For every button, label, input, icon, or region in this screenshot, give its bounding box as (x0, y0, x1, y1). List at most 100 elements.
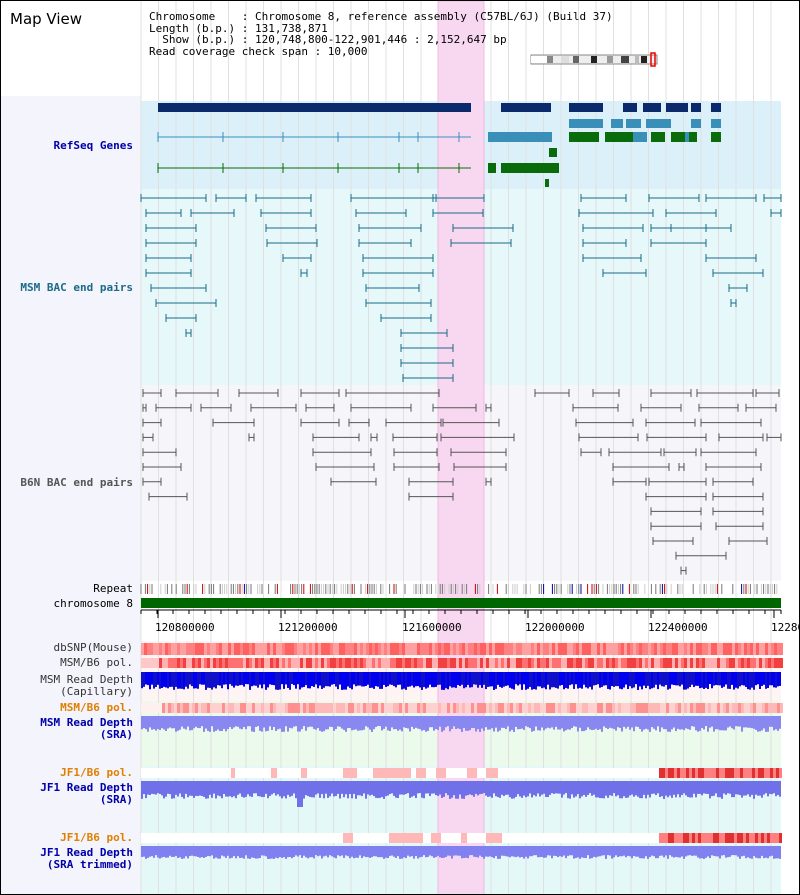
msm-sra-depth (377, 716, 379, 727)
msm-capillary-depth (393, 672, 395, 687)
msm-sra-depth (293, 716, 295, 727)
msm-capillary-depth (759, 672, 761, 689)
msm-b6-pol-heat (234, 658, 237, 668)
jf1-sra-depth (247, 781, 249, 795)
jf1-sra-depth (497, 781, 499, 798)
jf1-sra-depth (471, 781, 473, 796)
track-label-repeat[interactable]: Repeat (93, 582, 133, 595)
jf1-trimmed-depth (345, 846, 347, 856)
jf1-sra-depth (335, 781, 337, 797)
msm-capillary-depth (665, 672, 667, 685)
jf1-sra-depth (735, 781, 737, 795)
dbsnp-heat (606, 643, 609, 655)
msm-sra-depth (273, 716, 275, 727)
track-label-msm-depth-capillary[interactable]: MSM Read Depth (Capillary) (40, 674, 133, 698)
msm-capillary-depth (275, 672, 277, 690)
msm-b6-pol-sra-heat (315, 703, 318, 713)
msm-sra-depth (437, 716, 439, 730)
jf1-trimmed-depth (517, 846, 519, 857)
msm-sra-depth (605, 716, 607, 728)
jf1-trimmed-depth (755, 846, 757, 858)
jf1-sra-depth (327, 781, 329, 798)
msm-b6-pol-heat (615, 658, 618, 668)
msm-capillary-depth (651, 672, 653, 689)
jf1-sra-depth (349, 781, 351, 795)
jf1-sra-depth (287, 781, 289, 795)
msm-sra-depth (697, 716, 699, 732)
jf1-sra-depth (301, 781, 303, 807)
track-label-jf1-b6-pol[interactable]: JF1/B6 pol. (60, 766, 133, 779)
jf1-sra-depth (605, 781, 607, 796)
dbsnp-heat (705, 643, 708, 655)
msm-sra-depth (639, 716, 641, 729)
dbsnp-heat (174, 643, 177, 655)
msm-b6-pol-sra-heat (732, 703, 735, 713)
msm-capillary-depth (585, 672, 587, 688)
jf1-sra-depth (329, 781, 331, 797)
msm-capillary-depth (293, 672, 295, 686)
dbsnp-heat (504, 643, 507, 655)
msm-b6-pol-sra-heat (666, 703, 669, 713)
msm-sra-depth (773, 716, 775, 731)
msm-sra-depth (411, 716, 413, 727)
track-label-chromosome[interactable]: chromosome 8 (53, 597, 133, 610)
msm-sra-depth (219, 716, 221, 732)
msm-sra-depth (369, 716, 371, 730)
msm-b6-pol-sra-heat (552, 703, 555, 713)
dbsnp-heat (531, 643, 534, 655)
jf1-sra-depth (493, 781, 495, 794)
msm-b6-pol-heat (726, 658, 729, 668)
msm-b6-pol-heat (768, 658, 771, 668)
msm-b6-pol-sra-heat (165, 703, 168, 713)
msm-b6-pol-sra-heat (387, 703, 390, 713)
msm-b6-pol-sra-heat (651, 703, 654, 713)
track-label-refseq[interactable]: RefSeq Genes (53, 139, 133, 152)
track-label-msm-bac[interactable]: MSM BAC end pairs (20, 281, 133, 294)
dbsnp-heat (144, 643, 147, 655)
track-label-jf1-depth-trimmed[interactable]: JF1 Read Depth (SRA trimmed) (40, 847, 133, 871)
msm-capillary-depth (627, 672, 629, 690)
msm-sra-depth (603, 716, 605, 727)
jf1-sra-depth (757, 781, 759, 796)
msm-b6-pol-sra-heat (774, 703, 777, 713)
jf1-trimmed-depth (227, 846, 229, 856)
jf1-sra-depth (687, 781, 689, 797)
jf1-trimmed-depth (331, 846, 333, 857)
dbsnp-heat (303, 643, 306, 655)
msm-capillary-depth (587, 672, 589, 689)
msm-b6-pol-heat (372, 658, 375, 668)
jf1-sra-depth (221, 781, 223, 799)
jf1-trimmed-depth (505, 846, 507, 857)
msm-capillary-depth (777, 672, 779, 687)
msm-sra-depth (337, 716, 339, 727)
jf1-trimmed-depth (535, 846, 537, 856)
msm-sra-depth (321, 716, 323, 732)
msm-b6-pol-heat (189, 658, 192, 668)
track-label-b6n-bac[interactable]: B6N BAC end pairs (20, 476, 133, 489)
jf1-sra-depth (721, 781, 723, 799)
msm-capillary-depth (691, 672, 693, 685)
msm-b6-pol-sra-heat (624, 703, 627, 713)
jf1-trimmed-depth (699, 846, 701, 859)
track-label-dbsnp[interactable]: dbSNP(Mouse) (53, 641, 133, 654)
msm-capillary-depth (279, 672, 281, 690)
msm-capillary-depth (145, 672, 147, 685)
msm-sra-depth (739, 716, 741, 727)
jf1-pol-heat (695, 768, 698, 778)
track-label-msm-b6-pol-2[interactable]: MSM/B6 pol. (60, 701, 133, 714)
dbsnp-heat (483, 643, 486, 655)
track-label-msm-b6-pol[interactable]: MSM/B6 pol. (60, 656, 133, 669)
track-label-jf1-depth-sra[interactable]: JF1 Read Depth (SRA) (40, 782, 133, 806)
dbsnp-heat (468, 643, 471, 655)
msm-sra-depth (143, 716, 145, 729)
track-label-jf1-b6-pol-2[interactable]: JF1/B6 pol. (60, 831, 133, 844)
msm-sra-depth (389, 716, 391, 732)
dbsnp-heat (186, 643, 189, 655)
jf1-trimmed-depth (437, 846, 439, 856)
jf1-trimmed-depth (315, 846, 317, 856)
jf1-pol2-heat (770, 833, 773, 843)
jf1-sra-depth (707, 781, 709, 794)
track-label-msm-depth-sra[interactable]: MSM Read Depth (SRA) (40, 717, 133, 741)
jf1-trimmed-depth (591, 846, 593, 859)
